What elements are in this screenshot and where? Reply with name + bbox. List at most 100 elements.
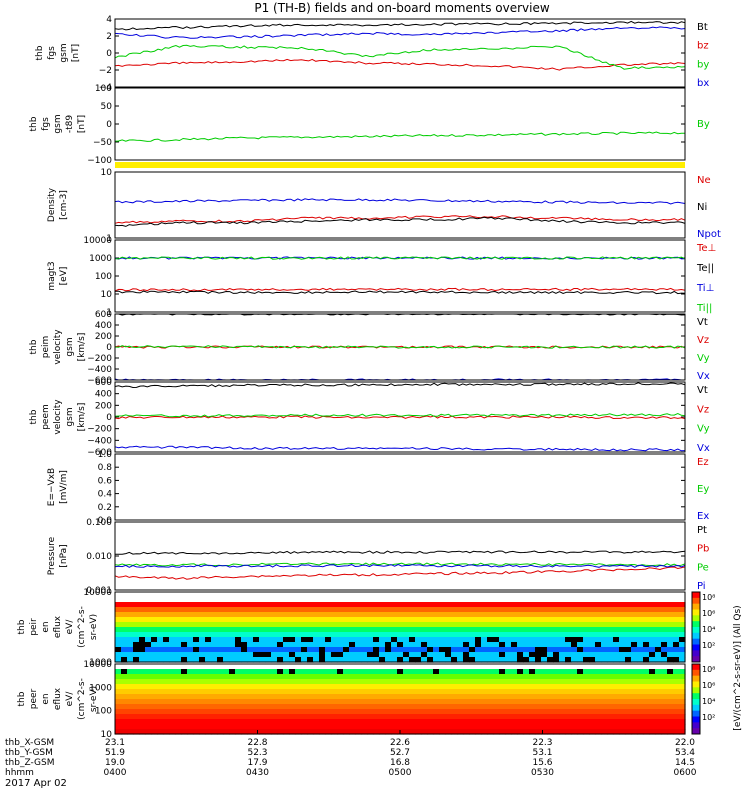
heatmap-cell <box>457 724 464 730</box>
heatmap-cell <box>241 597 248 603</box>
heatmap-cell <box>361 602 368 608</box>
heatmap-cell <box>625 612 632 618</box>
series-line-Pb <box>114 566 686 580</box>
ylabel-line: thb <box>29 409 39 424</box>
heatmap-cell <box>325 602 332 608</box>
heatmap-cell <box>493 627 500 633</box>
heatmap-cell <box>427 617 434 623</box>
heatmap-cell <box>415 622 422 628</box>
heatmap-cell <box>265 679 272 685</box>
heatmap-cell <box>259 664 266 670</box>
xaxis-value: 0600 <box>674 768 697 778</box>
heatmap-cell <box>385 637 392 643</box>
heatmap-cell <box>433 632 440 638</box>
heatmap-cell <box>451 729 458 735</box>
heatmap-cell <box>559 679 566 685</box>
heatmap-cell <box>673 622 680 628</box>
heatmap-cell <box>241 684 248 690</box>
heatmap-cell <box>211 679 218 685</box>
heatmap-cell <box>511 602 518 608</box>
heatmap-cell <box>283 622 290 628</box>
heatmap-cell <box>145 607 152 613</box>
heatmap-cell <box>307 602 314 608</box>
heatmap-cell <box>127 714 134 720</box>
heatmap-cell <box>337 637 344 643</box>
heatmap-cell <box>271 699 278 705</box>
heatmap-cell <box>187 679 194 685</box>
heatmap-cell <box>541 694 548 700</box>
heatmap-cell <box>427 674 434 680</box>
heatmap-cell <box>241 729 248 735</box>
heatmap-cell <box>325 674 332 680</box>
legend-Npot: Npot <box>697 229 721 240</box>
heatmap-cell <box>493 657 500 663</box>
heatmap-cell <box>505 729 512 735</box>
heatmap-cell <box>331 612 338 618</box>
heatmap-cell <box>481 694 488 700</box>
heatmap-cell <box>673 689 680 695</box>
heatmap-cell <box>259 622 266 628</box>
heatmap-cell <box>541 714 548 720</box>
heatmap-cell <box>571 632 578 638</box>
heatmap-cell <box>385 617 392 623</box>
heatmap-cell <box>415 612 422 618</box>
heatmap-cell <box>619 637 626 643</box>
heatmap-cell <box>649 714 656 720</box>
heatmap-cell <box>163 724 170 730</box>
heatmap-cell <box>667 652 674 658</box>
heatmap-cell <box>115 724 122 730</box>
colorbar-cell <box>692 693 700 700</box>
heatmap-cell <box>169 669 176 675</box>
heatmap-cell <box>631 632 638 638</box>
heatmap-cell <box>187 674 194 680</box>
heatmap-cell <box>133 637 140 643</box>
colorbar-cell <box>692 615 700 622</box>
heatmap-cell <box>247 704 254 710</box>
heatmap-cell <box>583 622 590 628</box>
heatmap-cell <box>475 714 482 720</box>
heatmap-cell <box>127 704 134 710</box>
tick-label: −2 <box>99 66 112 76</box>
heatmap-cell <box>193 714 200 720</box>
legend-Ti||: Ti|| <box>696 303 712 314</box>
ylabel-line: [cm-3] <box>59 190 69 220</box>
heatmap-cell <box>139 724 146 730</box>
heatmap-cell <box>481 647 488 653</box>
heatmap-cell <box>121 669 128 675</box>
panel-peem-velocity: thb peem velocity gsm [km/s]6004002000−200−4… <box>29 378 710 458</box>
heatmap-cell <box>457 719 464 725</box>
heatmap-cell <box>421 592 428 598</box>
xaxis-value: 0500 <box>389 768 412 778</box>
heatmap-cell <box>373 669 380 675</box>
heatmap-cell <box>451 669 458 675</box>
heatmap-cell <box>181 622 188 628</box>
heatmap-cell <box>475 592 482 598</box>
tick-label: 1000 <box>89 658 112 668</box>
heatmap-cell <box>517 612 524 618</box>
heatmap-cell <box>157 597 164 603</box>
heatmap-cell <box>469 684 476 690</box>
heatmap-cell <box>169 714 176 720</box>
heatmap-cell <box>151 627 158 633</box>
heatmap-cell <box>649 664 656 670</box>
heatmap-cell <box>307 729 314 735</box>
heatmap-cell <box>529 637 536 643</box>
heatmap-cell <box>277 637 284 643</box>
heatmap-cell <box>475 642 482 648</box>
heatmap-cell <box>523 657 530 663</box>
heatmap-cell <box>211 674 218 680</box>
heatmap-cell <box>649 679 656 685</box>
heatmap-cell <box>601 657 608 663</box>
heatmap-cell <box>583 657 590 663</box>
heatmap-cell <box>511 694 518 700</box>
heatmap-cell <box>217 602 224 608</box>
heatmap-cell <box>679 699 686 705</box>
heatmap-cell <box>151 622 158 628</box>
heatmap-cell <box>403 617 410 623</box>
heatmap-cell <box>427 632 434 638</box>
heatmap-cell <box>283 689 290 695</box>
heatmap-cell <box>361 607 368 613</box>
heatmap-cell <box>553 622 560 628</box>
heatmap-cell <box>271 679 278 685</box>
heatmap-cell <box>265 714 272 720</box>
